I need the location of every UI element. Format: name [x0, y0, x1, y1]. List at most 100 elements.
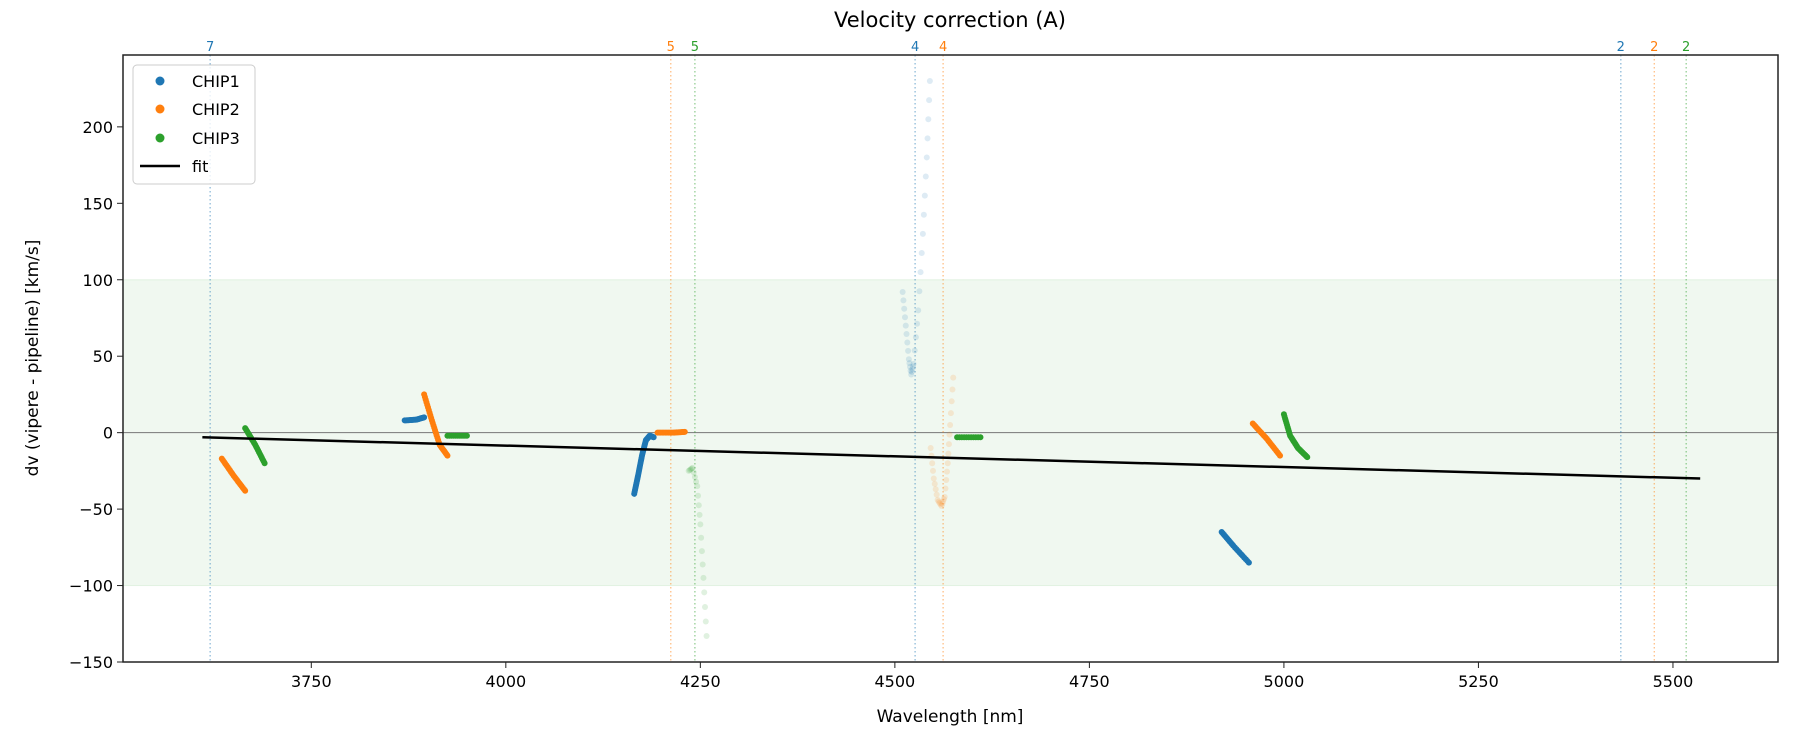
- order-label: 7: [206, 40, 214, 55]
- data-point-chip1: [915, 307, 922, 314]
- data-point-chip3: [1304, 454, 1311, 461]
- data-point-chip3: [691, 473, 698, 480]
- legend-marker-chip2: [155, 104, 165, 114]
- data-point-chip1: [908, 371, 915, 378]
- y-tick-label: 50: [93, 347, 113, 366]
- data-point-chip3: [699, 561, 706, 568]
- data-point-chip3: [689, 464, 696, 471]
- data-point-chip2: [949, 386, 956, 393]
- legend-marker-chip3: [155, 133, 165, 143]
- x-axis-label: Wavelength [nm]: [877, 707, 1024, 727]
- data-point-chip3: [696, 511, 703, 518]
- data-point-chip1: [925, 116, 932, 123]
- data-point-chip2: [444, 452, 451, 459]
- data-point-chip2: [934, 496, 941, 503]
- data-point-chip1: [923, 154, 930, 161]
- data-point-chip2: [945, 441, 952, 448]
- x-tick-label: 3750: [291, 672, 332, 691]
- order-label: 4: [939, 40, 947, 55]
- data-point-chip1: [916, 288, 923, 295]
- data-point-chip2: [944, 460, 951, 467]
- data-point-chip1: [910, 360, 917, 367]
- data-point-chip3: [693, 478, 700, 485]
- data-point-chip2: [927, 444, 934, 451]
- data-point-chip2: [945, 450, 952, 457]
- data-point-chip2: [948, 398, 955, 405]
- data-point-chip2: [950, 374, 957, 381]
- data-point-chip1: [421, 414, 428, 421]
- data-point-chip1: [922, 173, 929, 180]
- order-label: 2: [1617, 40, 1625, 55]
- data-point-chip1: [909, 363, 916, 370]
- x-tick-label: 5250: [1458, 672, 1499, 691]
- data-point-chip3: [698, 534, 705, 541]
- axes-frame: [122, 54, 1779, 663]
- data-point-chip3: [261, 460, 268, 467]
- data-point-chip2: [929, 467, 936, 474]
- data-point-chip2: [933, 491, 940, 498]
- data-point-chip3: [688, 465, 695, 472]
- data-point-chip1: [909, 366, 916, 373]
- data-point-chip3: [697, 521, 704, 528]
- order-label: 2: [1682, 40, 1690, 55]
- data-point-chip1: [918, 250, 925, 257]
- data-point-chip3: [702, 603, 709, 610]
- data-point-chip1: [907, 367, 914, 374]
- data-point-chip1: [917, 269, 924, 276]
- data-point-chip2: [947, 410, 954, 417]
- data-point-chip1: [901, 314, 908, 321]
- data-point-chip2: [939, 500, 946, 507]
- data-point-chip3: [690, 469, 697, 476]
- legend-label-chip2: CHIP2: [192, 100, 240, 119]
- data-point-chip1: [920, 211, 927, 218]
- x-tick-label: 4000: [485, 672, 526, 691]
- data-point-chip2: [242, 487, 249, 494]
- data-point-chip3: [686, 467, 693, 474]
- x-tick-label: 5500: [1653, 672, 1694, 691]
- data-point-chip1: [905, 347, 912, 354]
- data-point-chip1: [899, 288, 906, 295]
- data-point-chip3: [685, 467, 692, 474]
- order-label: 5: [691, 40, 699, 55]
- data-point-chip2: [936, 499, 943, 506]
- data-point-chip2: [938, 503, 945, 510]
- data-point-chip3: [977, 434, 984, 441]
- data-point-chip2: [932, 486, 939, 493]
- data-point-chip3: [463, 432, 470, 439]
- legend-marker-chip1: [155, 76, 165, 86]
- data-point-chip1: [907, 363, 914, 370]
- data-point-chip1: [1245, 559, 1252, 566]
- y-tick-label: 100: [82, 271, 113, 290]
- data-point-chip3: [701, 589, 708, 596]
- data-point-chip1: [905, 356, 912, 363]
- data-point-chip2: [943, 477, 950, 484]
- data-point-chip1: [900, 297, 907, 304]
- data-point-chip2: [943, 468, 950, 475]
- data-point-chip2: [942, 485, 949, 492]
- data-point-chip2: [931, 480, 938, 487]
- data-point-chip1: [903, 331, 910, 338]
- fit-line: [202, 435, 1701, 480]
- y-tick-label: 150: [82, 194, 113, 213]
- data-point-chip2: [946, 431, 953, 438]
- data-point-chip1: [906, 360, 913, 367]
- data-point-chip1: [902, 322, 909, 329]
- legend: CHIP1 CHIP2 CHIP3 fit: [132, 64, 256, 185]
- x-tick-label: 4250: [680, 672, 721, 691]
- data-point-chip1: [908, 368, 915, 375]
- data-point-chip1: [921, 192, 928, 199]
- x-tick-label: 4500: [875, 672, 916, 691]
- x-tick-label: 5000: [1264, 672, 1305, 691]
- order-label: 4: [911, 40, 919, 55]
- legend-label-fit: fit: [192, 157, 208, 176]
- y-axis-label: dv (vipere - pipeline) [km/s]: [23, 240, 43, 477]
- y-tick-label: 0: [103, 424, 113, 443]
- data-point-chip3: [695, 492, 702, 499]
- data-point-chip3: [700, 574, 707, 581]
- data-point-chip1: [926, 77, 933, 84]
- data-point-chip3: [703, 633, 710, 640]
- data-point-chip2: [941, 493, 948, 500]
- data-point-chip2: [929, 460, 936, 467]
- legend-label-chip1: CHIP1: [192, 72, 240, 91]
